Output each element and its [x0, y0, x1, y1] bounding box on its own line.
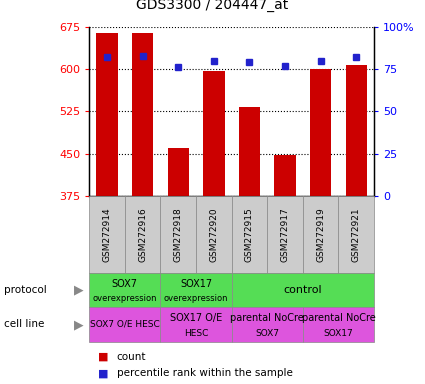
Text: protocol: protocol: [4, 285, 47, 295]
Text: control: control: [283, 285, 322, 295]
Bar: [132, 33, 153, 196]
Text: parental NoCre: parental NoCre: [301, 313, 375, 323]
Bar: [239, 107, 260, 196]
Text: cell line: cell line: [4, 319, 45, 329]
Bar: [274, 155, 296, 196]
Bar: [232, 307, 303, 342]
Bar: [310, 69, 331, 196]
Bar: [267, 196, 303, 273]
Bar: [338, 196, 374, 273]
Text: SOX17: SOX17: [180, 279, 212, 289]
Text: SOX7: SOX7: [255, 329, 279, 338]
Text: count: count: [117, 351, 146, 362]
Text: overexpression: overexpression: [164, 294, 228, 303]
Bar: [89, 196, 125, 273]
Bar: [203, 71, 224, 196]
Text: SOX7 O/E HESC: SOX7 O/E HESC: [90, 320, 160, 329]
Text: GSM272918: GSM272918: [174, 207, 183, 262]
Text: GSM272921: GSM272921: [352, 207, 361, 262]
Text: SOX17 O/E: SOX17 O/E: [170, 313, 222, 323]
Text: ▶: ▶: [74, 318, 83, 331]
Text: GSM272915: GSM272915: [245, 207, 254, 262]
Bar: [96, 33, 118, 196]
Bar: [160, 196, 196, 273]
Text: GSM272920: GSM272920: [210, 207, 218, 262]
Bar: [160, 273, 232, 307]
Bar: [125, 196, 160, 273]
Text: percentile rank within the sample: percentile rank within the sample: [117, 368, 293, 379]
Bar: [160, 307, 232, 342]
Bar: [89, 273, 160, 307]
Text: GSM272916: GSM272916: [138, 207, 147, 262]
Bar: [89, 307, 160, 342]
Bar: [232, 196, 267, 273]
Text: SOX17: SOX17: [323, 329, 353, 338]
Bar: [167, 148, 189, 196]
Text: overexpression: overexpression: [93, 294, 157, 303]
Bar: [346, 65, 367, 196]
Text: GSM272919: GSM272919: [316, 207, 325, 262]
Text: GDS3300 / 204447_at: GDS3300 / 204447_at: [136, 0, 289, 12]
Text: GSM272914: GSM272914: [102, 207, 111, 262]
Bar: [303, 307, 374, 342]
Text: GSM272917: GSM272917: [280, 207, 289, 262]
Bar: [303, 196, 338, 273]
Text: HESC: HESC: [184, 329, 208, 338]
Text: parental NoCre: parental NoCre: [230, 313, 304, 323]
Text: SOX7: SOX7: [112, 279, 138, 289]
Text: ■: ■: [98, 351, 108, 362]
Bar: [232, 273, 374, 307]
Text: ▶: ▶: [74, 283, 83, 296]
Text: ■: ■: [98, 368, 108, 379]
Bar: [196, 196, 232, 273]
